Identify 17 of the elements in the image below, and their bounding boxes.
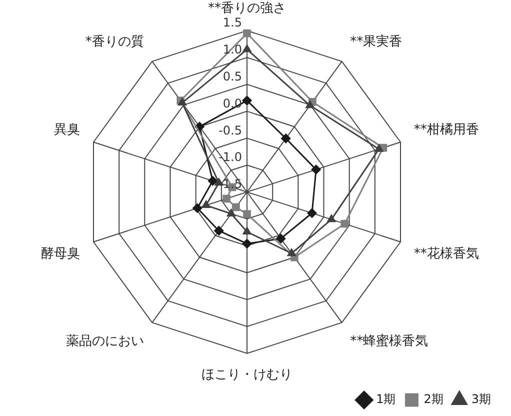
spoke-label: **蜂蜜様香気 <box>350 333 428 350</box>
spoke-label: 異臭 <box>54 122 80 138</box>
spoke-label: *香りの質 <box>85 34 144 50</box>
spoke-label: 酵母臭 <box>41 246 80 262</box>
y-tick-label: 0.0 <box>222 96 242 110</box>
legend-label: 3期 <box>471 392 492 406</box>
y-tick-label: 0.5 <box>222 70 242 84</box>
y-tick-label: -0.5 <box>218 123 242 138</box>
legend-label: 1期 <box>376 392 396 406</box>
y-tick-label: 1.5 <box>222 16 242 30</box>
spoke-label: **果実香 <box>350 34 402 50</box>
spoke-label: 薬品のにおい <box>66 334 144 350</box>
spoke-label: ほこり・けむり <box>202 368 292 383</box>
spoke-label: **花様香気 <box>414 246 479 262</box>
spoke-label: **香りの強さ <box>208 1 286 16</box>
legend-label: 2期 <box>424 392 444 406</box>
spoke-label: **柑橘用香 <box>414 122 479 138</box>
